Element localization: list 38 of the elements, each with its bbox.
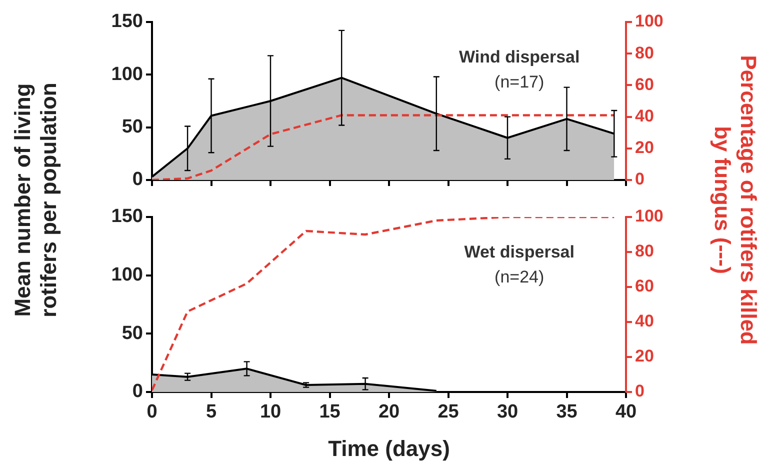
x-tick-label: 40 [615, 402, 637, 423]
y-tick-label: 150 [111, 206, 143, 228]
y2-tick-label: 100 [635, 12, 664, 31]
y2-tick-label: 20 [635, 346, 654, 366]
y-axis-title: Mean number of living rotifers per population [10, 82, 62, 320]
y2-tick-label: 0 [635, 382, 644, 401]
annotation: Wind dispersal [458, 48, 580, 67]
y2-tick-label: 60 [635, 74, 654, 94]
y-tick-label: 0 [132, 381, 143, 402]
y2-axis-title: Percentage of rotifers killed by fungus (---) [709, 54, 761, 347]
y-tick-label: 150 [111, 11, 143, 32]
x-tick-label: 30 [496, 402, 518, 423]
annotation: (n=17) [494, 72, 544, 92]
y-tick-label: 50 [122, 322, 143, 344]
annotation: (n=24) [494, 268, 544, 287]
y-tick-label: 100 [111, 64, 143, 85]
line-series [152, 217, 616, 392]
x-tick-label: 15 [319, 402, 341, 423]
y2-tick-label: 40 [635, 106, 654, 126]
y-tick-label: 50 [122, 116, 143, 138]
y2-tick-label: 40 [635, 312, 654, 331]
x-tick-label: 5 [206, 402, 217, 423]
x-tick-label: 0 [146, 402, 158, 423]
y-tick-label: 0 [132, 169, 143, 190]
x-tick-label: 25 [438, 402, 460, 423]
x-tick-label: 35 [556, 402, 578, 423]
x-tick-label: 10 [260, 402, 282, 423]
y2-tick-label: 100 [635, 206, 664, 226]
x-axis-title: Time (days) [328, 436, 450, 461]
y2-tick-label: 80 [635, 43, 654, 62]
x-tick-label: 20 [378, 402, 400, 423]
y2-tick-label: 20 [635, 138, 654, 158]
y2-tick-label: 60 [635, 276, 654, 296]
y2-tick-label: 80 [635, 242, 654, 261]
annotation: Wet dispersal [464, 242, 574, 262]
y2-tick-label: 0 [635, 170, 644, 189]
y-tick-label: 100 [111, 264, 143, 286]
line-series [152, 114, 616, 180]
